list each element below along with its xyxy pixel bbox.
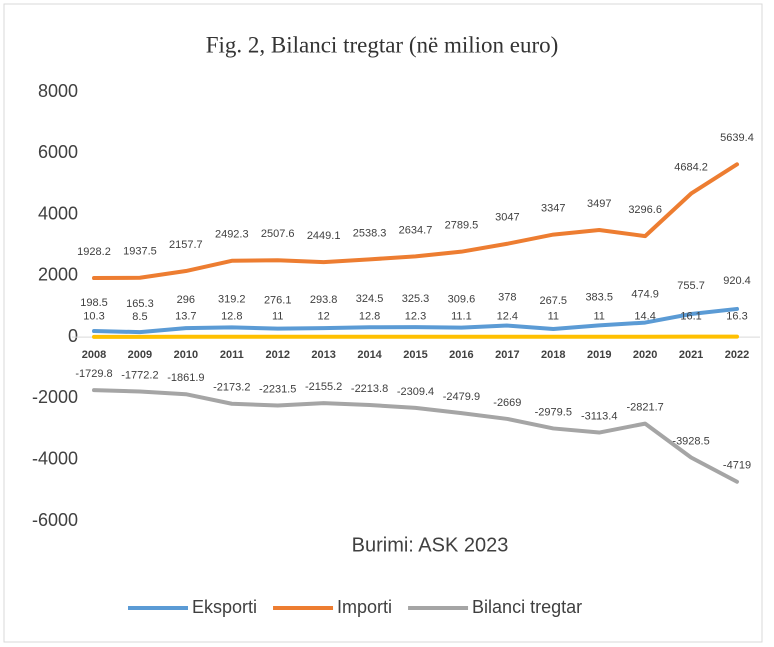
x-tick-label: 2021 — [679, 349, 703, 361]
data-label: 2492.3 — [215, 229, 249, 241]
data-label: 12.3 — [405, 311, 426, 323]
data-label: 2789.5 — [445, 220, 479, 232]
data-label: 293.8 — [310, 294, 338, 306]
data-label: 2634.7 — [399, 224, 433, 236]
data-label: 4684.2 — [674, 162, 708, 174]
x-tick-label: 2013 — [311, 349, 335, 361]
y-tick-label: 0 — [68, 326, 78, 346]
x-tick-label: 2008 — [82, 349, 106, 361]
data-label: 12.8 — [359, 311, 380, 323]
x-tick-label: 2016 — [449, 349, 473, 361]
data-label: -2979.5 — [535, 406, 572, 418]
data-label: -4719 — [723, 460, 751, 472]
data-label: 10.3 — [83, 311, 104, 323]
data-label: 2538.3 — [353, 227, 387, 239]
data-label: 378 — [498, 291, 516, 303]
data-label: 2507.6 — [261, 228, 295, 240]
data-label: 11 — [594, 311, 605, 323]
data-label: -2173.2 — [213, 382, 250, 394]
data-label: 276.1 — [264, 295, 292, 307]
x-tick-label: 2009 — [128, 349, 152, 361]
data-label: 16.1 — [680, 311, 701, 323]
data-label: 319.2 — [218, 293, 246, 305]
data-label: 8.5 — [132, 311, 147, 323]
data-label: 14.4 — [634, 311, 655, 323]
data-label: 383.5 — [585, 291, 613, 303]
data-label: 3497 — [587, 198, 611, 210]
data-label: -2231.5 — [259, 383, 296, 395]
series-line — [92, 162, 739, 281]
data-label: 11 — [272, 311, 283, 323]
x-tick-label: 2017 — [495, 349, 519, 361]
x-tick-label: 2010 — [174, 349, 198, 361]
data-label: 2449.1 — [307, 230, 341, 242]
annotation: Burimi: ASK 2023 — [352, 534, 509, 556]
y-tick-label: -4000 — [32, 448, 78, 468]
data-label: 12 — [318, 311, 330, 323]
data-label: 11.1 — [451, 311, 472, 323]
data-label: 920.4 — [723, 275, 751, 287]
data-label: 1928.2 — [77, 246, 111, 258]
data-label: 3347 — [541, 202, 565, 214]
data-label: 309.6 — [448, 294, 476, 306]
data-label: 325.3 — [402, 293, 430, 305]
data-label: -1729.8 — [75, 368, 112, 380]
legend-label: Eksporti — [192, 597, 257, 617]
data-label: 5639.4 — [720, 132, 754, 144]
data-label: -3113.4 — [581, 410, 618, 422]
data-label: -2821.7 — [626, 402, 663, 414]
legend-label: Importi — [337, 597, 392, 617]
data-label: -2309.4 — [397, 386, 434, 398]
data-label: 198.5 — [80, 297, 108, 309]
y-tick-label: 6000 — [38, 142, 78, 162]
data-label: 474.9 — [631, 288, 659, 300]
x-tick-label: 2022 — [725, 349, 749, 361]
y-tick-label: -2000 — [32, 387, 78, 407]
y-tick-label: 2000 — [38, 265, 78, 285]
data-label: 165.3 — [126, 298, 154, 310]
series-line — [92, 306, 739, 335]
data-label: 12.8 — [221, 311, 242, 323]
data-label: 3047 — [495, 212, 519, 224]
x-tick-label: 2018 — [541, 349, 565, 361]
x-tick-label: 2014 — [357, 349, 382, 361]
data-label: 11 — [548, 311, 559, 323]
x-tick-label: 2019 — [587, 349, 611, 361]
data-label: 3296.6 — [628, 204, 662, 216]
data-label: -2669 — [493, 397, 521, 409]
data-label: 296 — [177, 294, 195, 306]
x-tick-label: 2011 — [220, 349, 244, 361]
data-label: 12.4 — [497, 311, 518, 323]
data-label: -2155.2 — [305, 381, 342, 393]
data-label: 13.7 — [175, 311, 196, 323]
legend-label: Bilanci tregtar — [472, 597, 582, 617]
y-tick-label: 4000 — [38, 203, 78, 223]
y-tick-label: 8000 — [38, 81, 78, 101]
x-tick-label: 2012 — [265, 349, 289, 361]
data-label: 324.5 — [356, 293, 384, 305]
x-tick-label: 2020 — [633, 349, 657, 361]
data-label: -1861.9 — [167, 372, 204, 384]
data-label: 267.5 — [540, 295, 568, 307]
chart-title: Fig. 2, Bilanci tregtar (në milion euro) — [206, 32, 559, 57]
data-label: -3928.5 — [672, 435, 709, 447]
data-label: 755.7 — [677, 280, 705, 292]
x-tick-label: 2015 — [403, 349, 427, 361]
data-label: -1772.2 — [121, 369, 158, 381]
data-label: 16.3 — [726, 311, 747, 323]
y-tick-label: -6000 — [32, 510, 78, 530]
data-label: -2213.8 — [351, 383, 388, 395]
data-label: 1937.5 — [123, 246, 157, 258]
series-line — [92, 388, 739, 484]
data-label: -2479.9 — [443, 391, 480, 403]
data-label: 2157.7 — [169, 239, 203, 251]
